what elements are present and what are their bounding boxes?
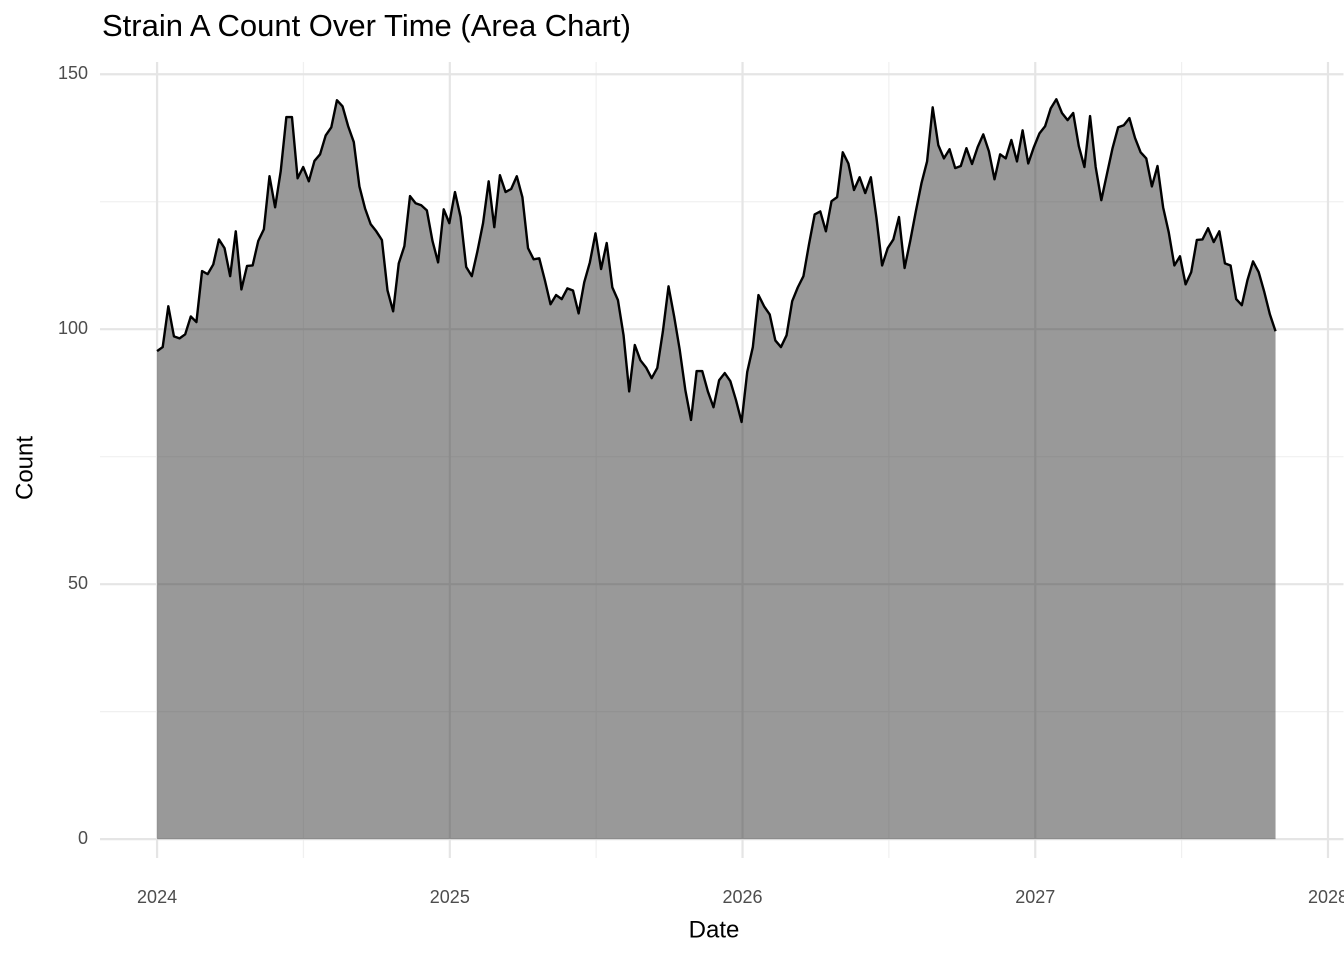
tick-labels: 0 50 100 150 2024 2025 2026 2027 2028 [58, 63, 1344, 907]
y-tick-label: 0 [78, 828, 88, 848]
x-tick-label: 2026 [723, 887, 763, 907]
line [156, 98, 1277, 424]
x-tick-label: 2027 [1015, 887, 1055, 907]
y-axis-title: Count [11, 436, 38, 500]
x-tick-label: 2028 [1308, 887, 1344, 907]
chart-title: Strain A Count Over Time (Area Chart) [102, 8, 631, 43]
x-tick-label: 2024 [137, 887, 177, 907]
area [157, 99, 1276, 840]
y-tick-label: 100 [58, 318, 88, 338]
x-axis-title: Date [689, 916, 740, 943]
y-tick-label: 50 [68, 573, 88, 593]
y-tick-label: 150 [58, 63, 88, 83]
plot-area [156, 98, 1277, 840]
x-tick-label: 2025 [430, 887, 470, 907]
